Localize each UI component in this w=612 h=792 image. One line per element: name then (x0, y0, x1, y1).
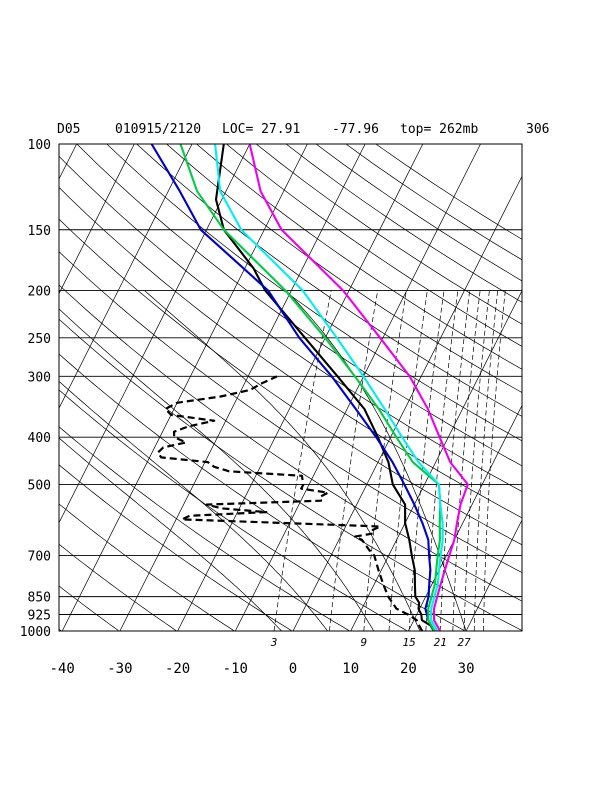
pressure-tick-label: 400 (28, 431, 51, 446)
header-datetime: 010915/2120 (115, 122, 201, 137)
dry-adiabat (76, 144, 522, 467)
isotherm (177, 144, 424, 631)
series-line-4 (214, 144, 444, 631)
isotherm (408, 404, 522, 631)
mixing-ratio-line (483, 290, 506, 631)
dry-adiabat (59, 284, 522, 602)
isotherm (350, 290, 522, 631)
mixing-ratio-label: 27 (457, 636, 471, 649)
pressure-tick-label: 200 (28, 285, 51, 300)
pressure-tick-label: 150 (28, 224, 51, 239)
mixing-ratio-line (463, 290, 490, 631)
isotherm (59, 144, 193, 409)
temperature-tick-label: -40 (50, 661, 75, 677)
series-line-5 (248, 144, 469, 631)
mixing-ratio-line (329, 290, 379, 631)
isotherm (59, 144, 251, 524)
mixing-ratio-line (425, 290, 459, 631)
dry-adiabat (106, 144, 522, 442)
dry-adiabat (315, 144, 522, 282)
pressure-tick-label: 925 (28, 609, 51, 624)
moist-adiabat (59, 380, 328, 631)
isotherm (61, 144, 308, 631)
mixing-ratio-line (408, 290, 445, 631)
temperature-tick-label: 10 (342, 661, 359, 677)
mixing-ratio-label: 21 (434, 636, 447, 649)
mixing-ratio-label: 9 (360, 636, 367, 649)
header-longitude: -77.96 (332, 122, 379, 137)
series-line-0 (214, 144, 435, 631)
temperature-tick-label: -20 (165, 661, 190, 677)
pressure-tick-label: 300 (28, 370, 51, 385)
dry-adiabat (255, 144, 522, 325)
mixing-ratio-line (363, 290, 407, 631)
pressure-tick-label: 1000 (20, 625, 51, 640)
isotherm (59, 144, 135, 295)
pressure-tick-label: 850 (28, 591, 51, 606)
pressure-tick-label: 500 (28, 478, 51, 493)
isotherm (0, 144, 19, 631)
mixing-ratio-line (452, 290, 481, 631)
temperature-tick-label: -30 (107, 661, 132, 677)
series-line-1 (156, 375, 424, 631)
series-line-2 (150, 144, 436, 631)
dry-adiabat (59, 543, 177, 631)
profile-lines (150, 144, 469, 631)
header-extra: 306 (526, 122, 549, 137)
dry-adiabat (59, 426, 350, 631)
series-line-3 (179, 144, 442, 631)
mixing-ratio-label: 3 (270, 636, 278, 649)
header-station: D05 (57, 122, 80, 137)
temperature-tick-label: 20 (400, 661, 417, 677)
background-grid (0, 144, 612, 631)
isotherm (119, 144, 366, 631)
temperature-tick-label: -10 (223, 661, 248, 677)
header-location: LOC= 27.91 (222, 122, 300, 137)
pressure-tick-label: 700 (28, 550, 51, 565)
mixing-ratio-line (439, 290, 471, 631)
temperature-tick-label: 30 (458, 661, 475, 677)
dry-adiabat (196, 144, 522, 370)
mixing-ratio-line (273, 290, 332, 631)
header-top: top= 262mb (400, 122, 478, 137)
pressure-tick-label: 100 (28, 138, 51, 153)
mixing-ratio-line (473, 290, 499, 631)
moist-adiabat (286, 290, 467, 631)
isotherm (524, 144, 612, 631)
plot-frame (58, 143, 523, 632)
moist-adiabat (59, 437, 282, 631)
pressure-tick-label: 250 (28, 332, 51, 347)
mixing-ratio-label: 15 (402, 636, 415, 649)
isotherm (234, 144, 481, 631)
moist-adiabat (144, 290, 421, 631)
mixing-ratio-line (388, 290, 428, 631)
dry-adiabat (59, 186, 522, 519)
temperature-tick-label: 0 (289, 661, 297, 677)
isotherm (465, 519, 522, 631)
isotherm (582, 144, 612, 631)
